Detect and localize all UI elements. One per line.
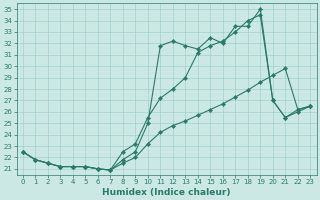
X-axis label: Humidex (Indice chaleur): Humidex (Indice chaleur) (102, 188, 231, 197)
